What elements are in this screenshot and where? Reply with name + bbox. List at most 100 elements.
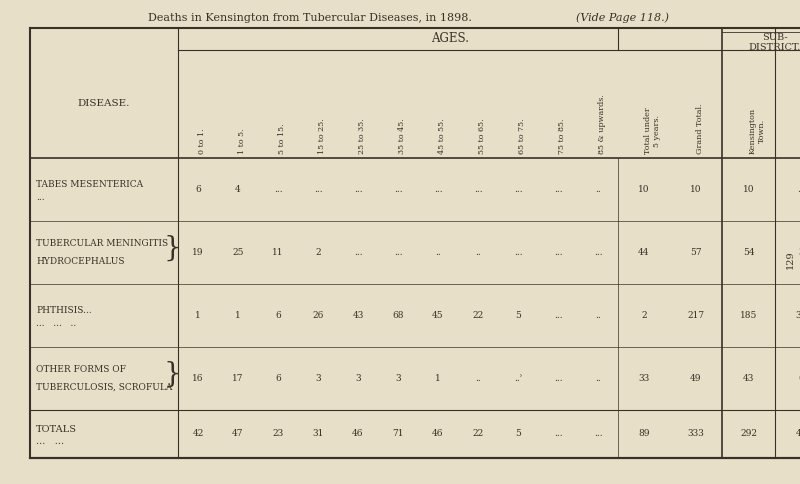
Text: ...: ...: [594, 248, 602, 257]
Text: ..: ..: [435, 248, 441, 257]
Text: ...: ...: [394, 248, 402, 257]
Text: Kensington
Town.: Kensington Town.: [749, 108, 766, 154]
Text: 185: 185: [740, 311, 757, 320]
Text: ...: ...: [474, 185, 482, 194]
Text: 3: 3: [395, 374, 401, 383]
Text: 89: 89: [638, 429, 650, 439]
Text: 5: 5: [515, 429, 521, 439]
Text: 6: 6: [195, 185, 201, 194]
Text: ...: ...: [797, 185, 800, 194]
Text: 68: 68: [392, 311, 404, 320]
Text: SUB-: SUB-: [762, 32, 788, 42]
Text: 3: 3: [315, 374, 321, 383]
Text: 5: 5: [515, 311, 521, 320]
Text: Grand Total.: Grand Total.: [696, 104, 704, 154]
Text: ...: ...: [36, 193, 45, 202]
Text: 45: 45: [432, 311, 444, 320]
Text: ..: ..: [595, 374, 601, 383]
Text: 54: 54: [742, 248, 754, 257]
Text: ...: ...: [554, 374, 562, 383]
Text: TOTALS: TOTALS: [36, 424, 77, 434]
Text: ...: ...: [594, 429, 602, 439]
Text: ...: ...: [434, 185, 442, 194]
Text: TABES MESENTERICA: TABES MESENTERICA: [36, 180, 143, 189]
Text: 45 to 55.: 45 to 55.: [438, 119, 446, 154]
Text: 1: 1: [435, 374, 441, 383]
Text: 65 to 75.: 65 to 75.: [518, 119, 526, 154]
Text: 44: 44: [638, 248, 650, 257]
Text: }: }: [163, 361, 181, 388]
Text: 49: 49: [690, 374, 702, 383]
Text: ...: ...: [554, 185, 562, 194]
Text: 6: 6: [275, 374, 281, 383]
Text: ..: ..: [595, 185, 601, 194]
Text: 43: 43: [352, 311, 364, 320]
Text: 41: 41: [796, 429, 800, 439]
Text: PHTHISIS...: PHTHISIS...: [36, 306, 92, 315]
Text: ...   ...   ..: ... ... ..: [36, 319, 76, 328]
Text: 292: 292: [740, 429, 757, 439]
Text: 17: 17: [232, 374, 244, 383]
Text: 25: 25: [232, 248, 244, 257]
Text: 55 to 65.: 55 to 65.: [478, 119, 486, 154]
Text: ..: ..: [475, 374, 481, 383]
Text: ...: ...: [394, 185, 402, 194]
Text: 15 to 25.: 15 to 25.: [318, 118, 326, 154]
Text: 22: 22: [472, 311, 484, 320]
Text: 23: 23: [272, 429, 284, 439]
Text: 47: 47: [232, 429, 244, 439]
Text: DISEASE.: DISEASE.: [78, 100, 130, 108]
Text: 75 to 85.: 75 to 85.: [558, 119, 566, 154]
Text: 16: 16: [192, 374, 204, 383]
Text: 46: 46: [432, 429, 444, 439]
Text: TUBERCULOSIS, SCROFULA: TUBERCULOSIS, SCROFULA: [36, 383, 172, 392]
Text: 31: 31: [312, 429, 324, 439]
Text: 2: 2: [315, 248, 321, 257]
Text: 1 to 5.: 1 to 5.: [238, 128, 246, 154]
Text: 22: 22: [472, 429, 484, 439]
Text: OTHER FORMS OF: OTHER FORMS OF: [36, 365, 126, 374]
Text: Deaths in Kensington from Tubercular Diseases, in 1898.: Deaths in Kensington from Tubercular Dis…: [148, 13, 472, 23]
Text: DISTRICT.: DISTRICT.: [749, 43, 800, 51]
Text: HYDROCEPHALUS: HYDROCEPHALUS: [36, 257, 125, 266]
Text: ...: ...: [354, 248, 362, 257]
Text: ...: ...: [554, 429, 562, 439]
Text: ...   ...: ... ...: [36, 438, 64, 447]
Text: 57: 57: [690, 248, 702, 257]
Text: 1: 1: [235, 311, 241, 320]
Text: 10: 10: [690, 185, 702, 194]
Text: 42: 42: [192, 429, 204, 439]
Text: 0 to 1.: 0 to 1.: [198, 128, 206, 154]
Text: 32: 32: [796, 311, 800, 320]
Text: 11: 11: [272, 248, 284, 257]
Text: 33: 33: [638, 374, 650, 383]
Text: ...: ...: [514, 248, 522, 257]
Text: ...: ...: [514, 185, 522, 194]
Text: ...: ...: [554, 248, 562, 257]
Text: 35 to 45.: 35 to 45.: [398, 118, 406, 154]
Text: 25 to 35.: 25 to 35.: [358, 118, 366, 154]
Text: 5 to 15.: 5 to 15.: [278, 123, 286, 154]
Text: 3: 3: [355, 374, 361, 383]
Text: 85 & upwards.: 85 & upwards.: [598, 94, 606, 154]
Text: Total under
5 years.: Total under 5 years.: [644, 107, 662, 154]
Text: 43: 43: [743, 374, 754, 383]
Text: ...: ...: [274, 185, 282, 194]
Text: 19: 19: [192, 248, 204, 257]
Text: AGES.: AGES.: [431, 32, 469, 45]
Text: }: }: [163, 235, 181, 262]
Text: 6: 6: [275, 311, 281, 320]
Text: 26: 26: [312, 311, 324, 320]
Text: 3: 3: [798, 248, 800, 257]
Text: TUBERCULAR MENINGITIS: TUBERCULAR MENINGITIS: [36, 239, 168, 248]
Text: 2: 2: [641, 311, 647, 320]
Text: 1: 1: [195, 311, 201, 320]
Text: 10: 10: [638, 185, 650, 194]
Text: 217: 217: [687, 311, 705, 320]
Text: ...: ...: [354, 185, 362, 194]
Text: (Vide Page 118.): (Vide Page 118.): [575, 13, 669, 23]
Text: 71: 71: [392, 429, 404, 439]
Text: ..ʾ: ..ʾ: [514, 374, 522, 383]
Text: 129: 129: [786, 251, 794, 269]
Text: ...: ...: [314, 185, 322, 194]
